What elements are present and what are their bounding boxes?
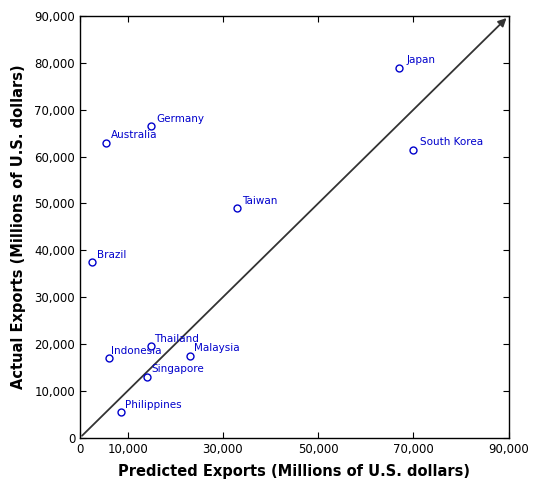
Text: South Korea: South Korea — [421, 137, 483, 147]
Text: Germany: Germany — [156, 114, 204, 124]
Text: Thailand: Thailand — [154, 334, 199, 344]
Y-axis label: Actual Exports (Millions of U.S. dollars): Actual Exports (Millions of U.S. dollars… — [11, 65, 26, 389]
Text: Japan: Japan — [406, 55, 435, 65]
Text: Malaysia: Malaysia — [194, 343, 240, 353]
Text: Taiwan: Taiwan — [242, 196, 278, 206]
Text: Brazil: Brazil — [97, 250, 126, 260]
X-axis label: Predicted Exports (Millions of U.S. dollars): Predicted Exports (Millions of U.S. doll… — [118, 464, 470, 479]
Text: Indonesia: Indonesia — [111, 346, 161, 356]
Text: Singapore: Singapore — [151, 365, 204, 374]
Text: Philippines: Philippines — [125, 399, 182, 410]
Text: Australia: Australia — [111, 130, 158, 140]
